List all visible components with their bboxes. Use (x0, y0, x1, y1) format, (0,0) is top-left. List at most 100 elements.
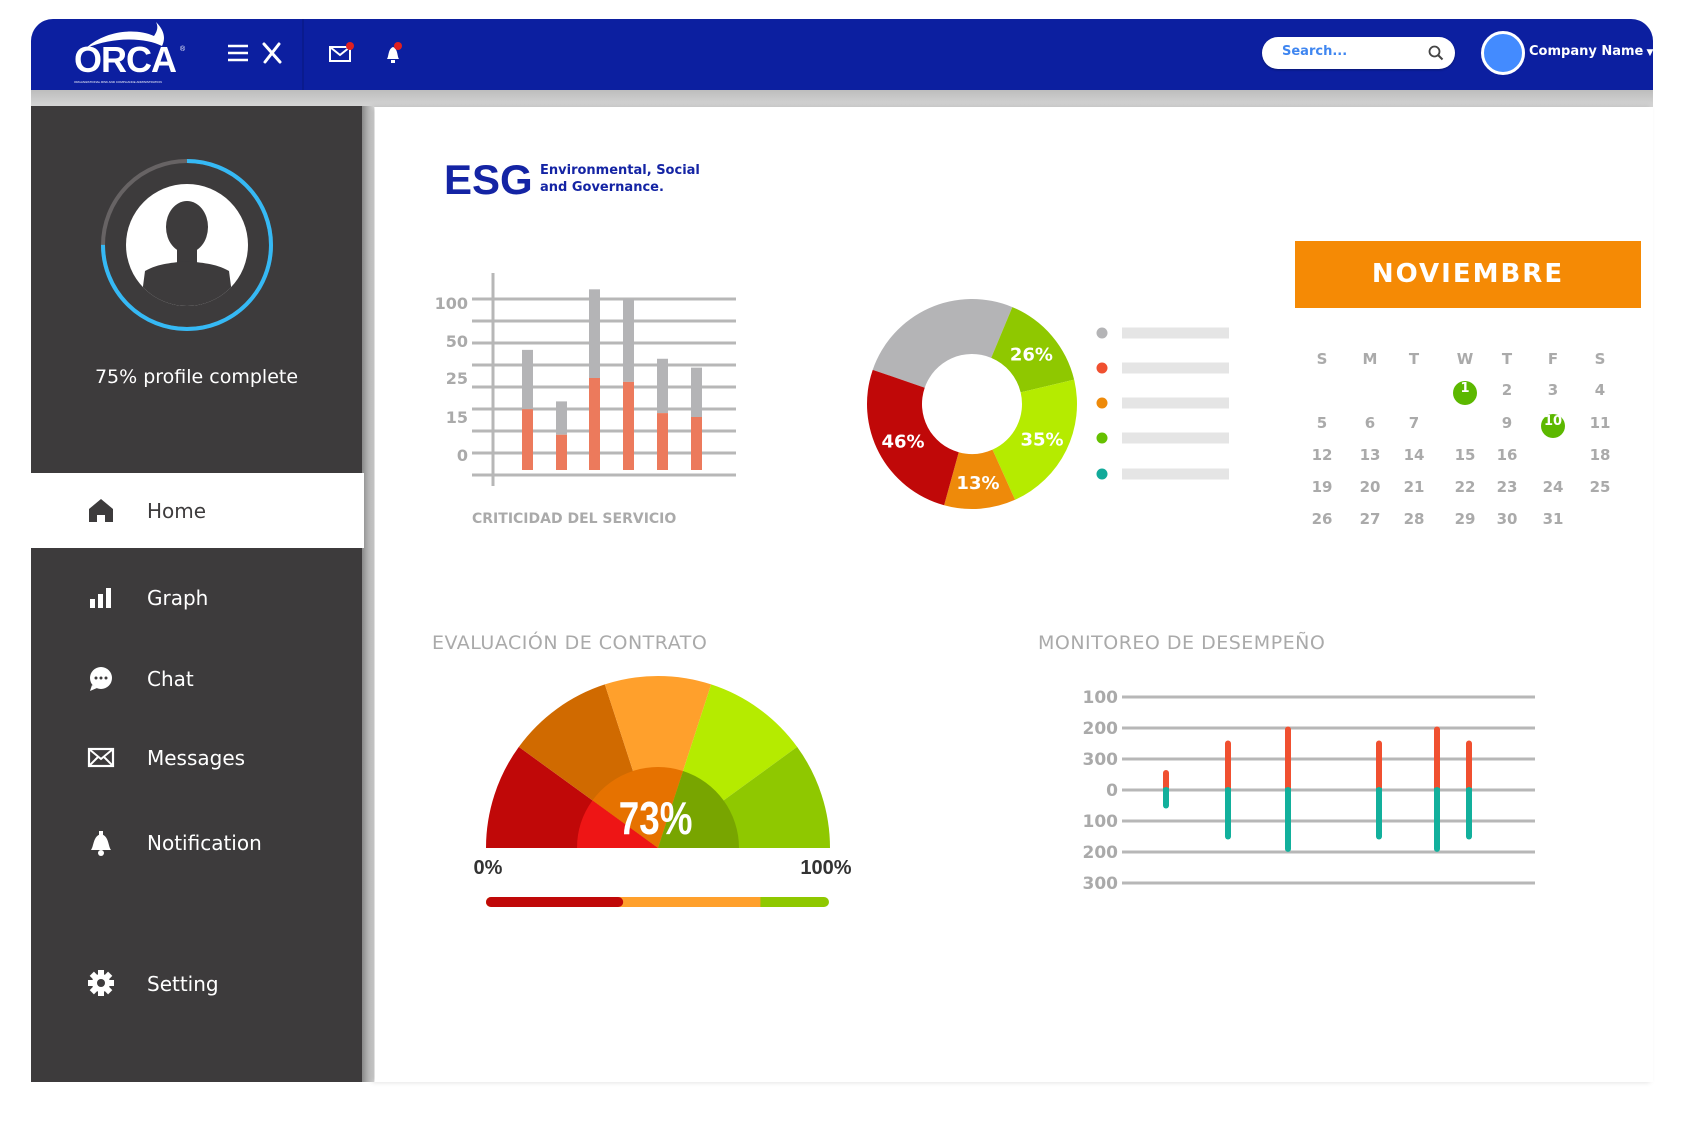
calendar-day[interactable]: 22 (1454, 478, 1476, 496)
sidebar-item-notification[interactable]: Notification (31, 805, 364, 880)
y-tick-label: 300 (1083, 750, 1119, 770)
calendar-day[interactable]: 6 (1364, 414, 1376, 432)
company-menu[interactable]: Company Name ▼ (1529, 44, 1653, 59)
x-axis-label: CRITICIDAD DEL SERVICIO (472, 511, 676, 527)
y-tick-label: 0 (457, 446, 468, 465)
calendar-day[interactable]: 18 (1589, 446, 1611, 464)
calendar-day[interactable]: 3 (1547, 381, 1559, 399)
calendar-day[interactable]: 15 (1454, 446, 1476, 464)
gear-icon (88, 970, 114, 996)
gauge-max-label: 100% (800, 857, 851, 879)
chat-icon (90, 667, 112, 691)
bar-segment-gray (623, 299, 634, 382)
calendar-day[interactable]: 9 (1501, 414, 1513, 432)
calendar-day[interactable]: 28 (1403, 510, 1425, 528)
legend-bar-placeholder (1122, 362, 1229, 374)
calendar-day[interactable]: 13 (1359, 446, 1381, 464)
donut-slice (866, 369, 959, 506)
y-tick-label: 50 (446, 332, 468, 351)
y-tick-label: 0 (1106, 781, 1118, 801)
esg-subtitle: Environmental, Social and Governance. (540, 162, 700, 196)
legend-bar-placeholder (1122, 397, 1229, 409)
sidebar-item-setting[interactable]: Setting (31, 946, 364, 1021)
search-icon[interactable] (1428, 45, 1444, 61)
sidebar-shadow (362, 106, 374, 1082)
bar-joint (1225, 788, 1231, 792)
bar-joint (1163, 788, 1169, 792)
calendar-day[interactable]: 2 (1501, 381, 1513, 399)
calendar-day[interactable]: 20 (1359, 478, 1381, 496)
calendar-day[interactable]: 5 (1316, 414, 1328, 432)
legend-bar-placeholder (1122, 468, 1229, 480)
home-icon (89, 499, 113, 522)
header-band (31, 90, 1653, 107)
calendar-day[interactable]: 24 (1542, 478, 1564, 496)
company-avatar[interactable] (1481, 31, 1525, 75)
bar-segment-orange (657, 413, 668, 470)
profile-avatar[interactable] (99, 157, 275, 333)
criticidad-bar-chart: 100 50 25 15 0 CRITICIDAD DEL SERVICIO (435, 273, 736, 527)
legend-dot (1096, 468, 1108, 480)
calendar-day[interactable]: 12 (1311, 446, 1333, 464)
slice-label: 35% (1020, 429, 1063, 450)
gauge-scale-segment (623, 897, 761, 907)
calendar-day[interactable]: 27 (1359, 510, 1381, 528)
y-tick-label: 100 (435, 294, 468, 313)
search-bar[interactable] (1262, 37, 1455, 69)
calendar-day[interactable]: 23 (1496, 478, 1518, 496)
calendar-day[interactable]: 11 (1589, 414, 1611, 432)
gauge-inner-segment (592, 767, 684, 848)
calendar-day[interactable]: 30 (1496, 510, 1518, 528)
calendar-day[interactable]: 26 (1311, 510, 1333, 528)
esg-title: ESG (444, 156, 533, 203)
registered-mark-icon: ® (180, 46, 186, 53)
gauge-min-label: 0% (474, 857, 503, 879)
sidebar-item-label: Graph (147, 586, 209, 610)
calendar-day[interactable]: 7 (1408, 414, 1420, 432)
esg-subtitle-line1: Environmental, Social (540, 163, 700, 178)
calendar-day[interactable]: 16 (1496, 446, 1518, 464)
weekday-label: T (1501, 350, 1513, 368)
bell-icon[interactable] (381, 40, 407, 66)
weekday-label: M (1362, 350, 1378, 368)
mail-icon[interactable] (328, 40, 354, 66)
slice-label: 26% (1010, 344, 1053, 365)
y-tick-label: 100 (1083, 812, 1119, 832)
orca-logo[interactable]: ORCA ® ORGANIZATIONAL RISK AND COMPLIANC… (66, 22, 202, 86)
calendar-day[interactable]: 29 (1454, 510, 1476, 528)
mail-icon (87, 747, 115, 768)
profile-progress-ring (101, 159, 273, 331)
y-tick-label: 15 (446, 408, 468, 427)
bar-segment-gray (657, 358, 668, 414)
calendar-day[interactable]: 1 (1453, 381, 1477, 405)
legend-dot (1096, 327, 1108, 339)
menu-icon[interactable] (225, 40, 251, 66)
weekday-label: W (1456, 350, 1474, 368)
sidebar-item-messages[interactable]: Messages (31, 720, 364, 795)
company-name: Company Name (1529, 44, 1644, 59)
sidebar-item-chat[interactable]: Chat (31, 641, 364, 716)
gauge-inner-segment (658, 770, 739, 848)
legend-dot (1096, 432, 1108, 444)
header-divider (302, 19, 304, 90)
tools-icon[interactable] (259, 40, 285, 66)
donut-slice (992, 379, 1077, 500)
search-input[interactable] (1282, 44, 1422, 59)
calendar-day[interactable]: 10 (1541, 414, 1565, 438)
gauge-inner-segment (577, 800, 658, 848)
bar-joint (1466, 788, 1472, 792)
legend-dot (1096, 362, 1108, 374)
sidebar-item-graph[interactable]: Graph (31, 560, 364, 635)
y-tick-label: 300 (1083, 874, 1119, 894)
calendar-day[interactable]: 21 (1403, 478, 1425, 496)
calendar-day[interactable]: 31 (1542, 510, 1564, 528)
calendar-day[interactable]: 4 (1594, 381, 1606, 399)
weekday-label: S (1316, 350, 1328, 368)
profile-complete-text: 75% profile complete (94, 366, 299, 388)
calendar-day[interactable]: 14 (1403, 446, 1425, 464)
y-tick-label: 100 (1083, 688, 1119, 708)
sidebar-item-home[interactable]: Home (31, 473, 364, 548)
calendar-day[interactable]: 19 (1311, 478, 1333, 496)
calendar-day[interactable]: 25 (1589, 478, 1611, 496)
